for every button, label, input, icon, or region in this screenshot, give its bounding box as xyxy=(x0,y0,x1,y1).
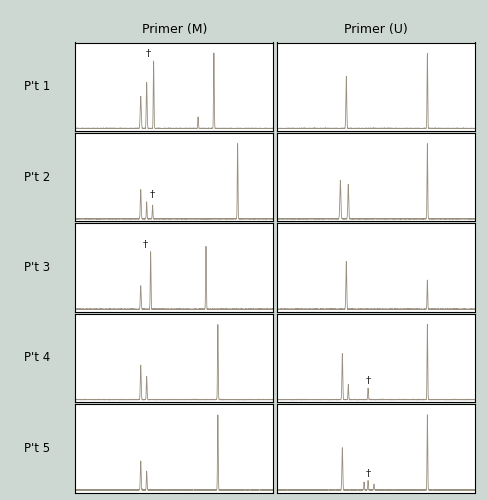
Text: Primer (U): Primer (U) xyxy=(344,24,408,36)
Text: P't 1: P't 1 xyxy=(23,80,50,93)
Text: †: † xyxy=(365,469,371,478)
Text: Primer (M): Primer (M) xyxy=(142,24,207,36)
Text: P't 4: P't 4 xyxy=(23,352,50,364)
Text: †: † xyxy=(143,240,149,248)
Text: †: † xyxy=(146,49,151,58)
Text: †: † xyxy=(150,190,155,199)
Text: †: † xyxy=(365,376,371,385)
Text: P't 5: P't 5 xyxy=(24,442,50,455)
Text: P't 2: P't 2 xyxy=(23,170,50,183)
Text: P't 3: P't 3 xyxy=(24,261,50,274)
